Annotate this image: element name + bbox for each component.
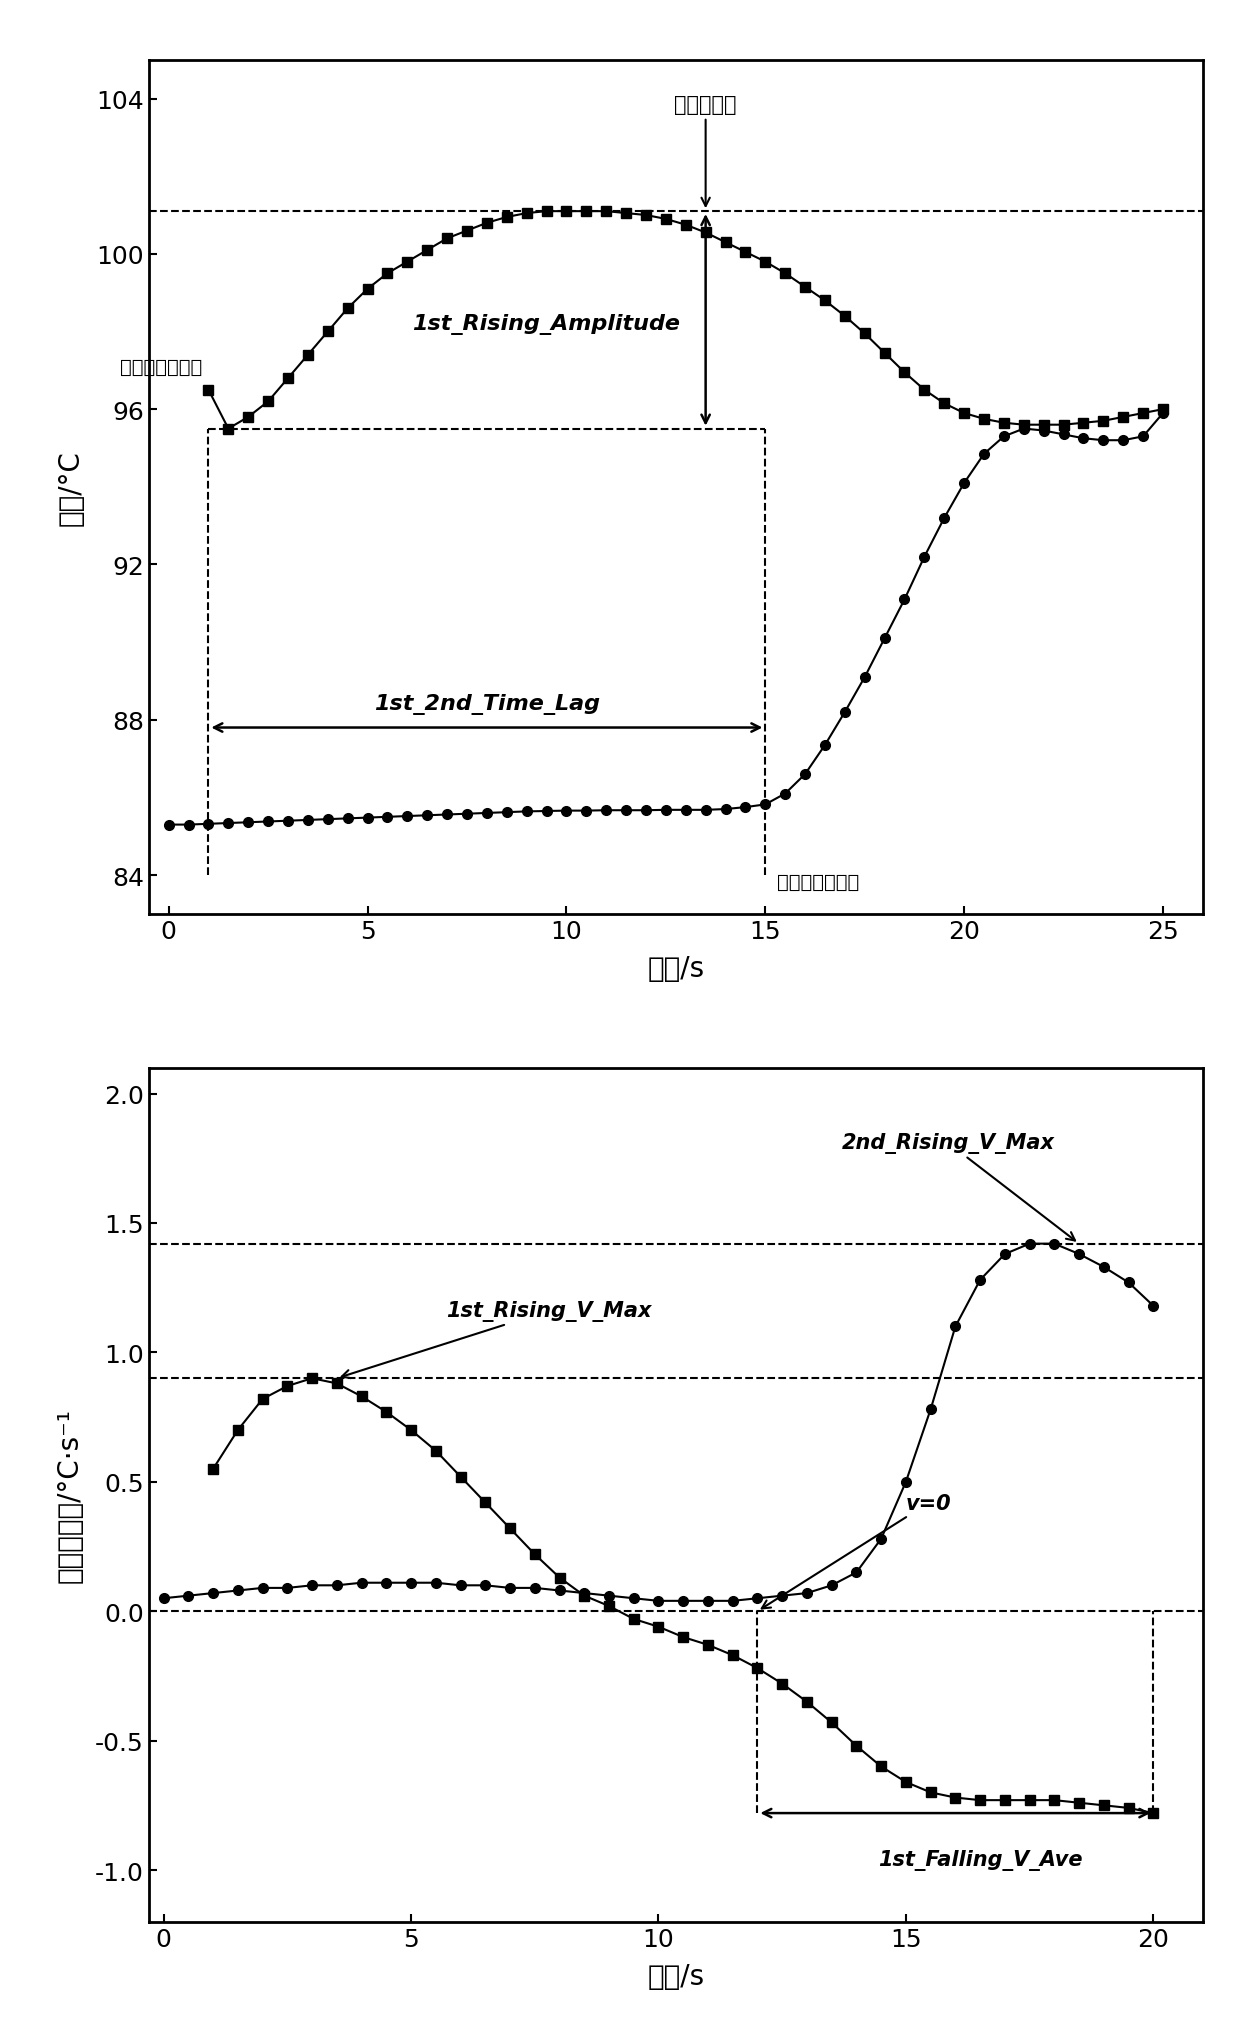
Y-axis label: 温度变化率/°C·s⁻¹: 温度变化率/°C·s⁻¹ xyxy=(56,1408,84,1582)
Text: 2nd_Rising_V_Max: 2nd_Rising_V_Max xyxy=(842,1133,1075,1240)
Text: 1st_Falling_V_Ave: 1st_Falling_V_Ave xyxy=(878,1849,1083,1871)
Text: 1st_Rising_V_Max: 1st_Rising_V_Max xyxy=(342,1301,651,1378)
Text: 第二排温升起点: 第二排温升起点 xyxy=(777,872,859,892)
Text: 温度最高值: 温度最高值 xyxy=(675,95,737,206)
Text: 1st_Rising_Amplitude: 1st_Rising_Amplitude xyxy=(413,314,681,336)
Text: 第一排温升起点: 第一排温升起点 xyxy=(120,358,202,376)
Text: v=0: v=0 xyxy=(761,1493,951,1608)
Y-axis label: 温度/°C: 温度/°C xyxy=(57,449,86,526)
Text: 1st_2nd_Time_Lag: 1st_2nd_Time_Lag xyxy=(374,694,600,714)
X-axis label: 时间/s: 时间/s xyxy=(647,955,704,983)
X-axis label: 时间/s: 时间/s xyxy=(647,1962,704,1991)
